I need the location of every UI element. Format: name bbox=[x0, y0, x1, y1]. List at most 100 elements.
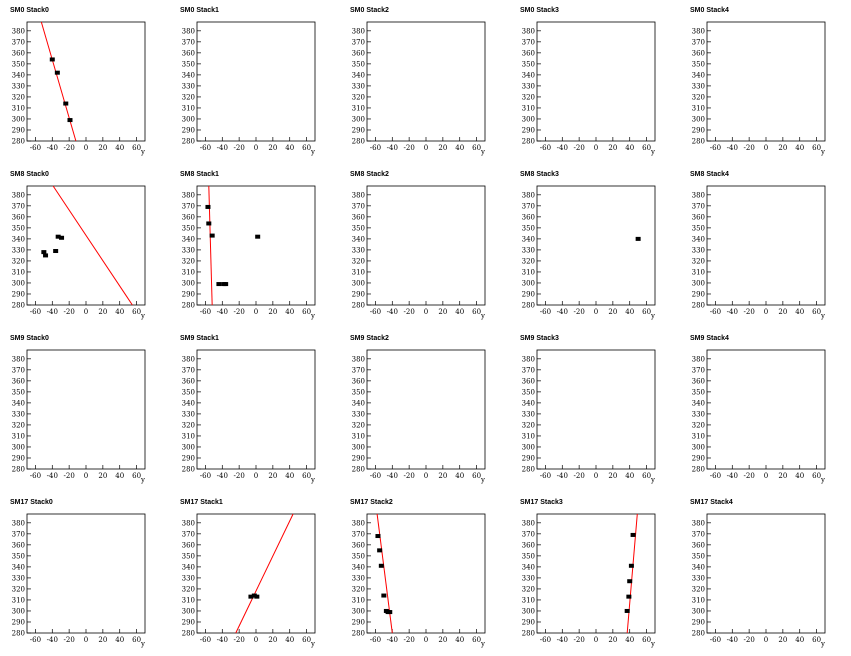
x-tick-label: -40 bbox=[387, 472, 398, 480]
x-tick-label: 20 bbox=[438, 636, 447, 644]
x-tick-label: -60 bbox=[370, 636, 381, 644]
x-tick-label: -40 bbox=[47, 472, 58, 480]
y-tick-label: 380 bbox=[182, 27, 195, 35]
x-tick-label: 40 bbox=[625, 144, 634, 152]
x-axis-label: y bbox=[650, 640, 655, 648]
y-tick-label: 360 bbox=[12, 49, 25, 57]
y-tick-label: 280 bbox=[352, 466, 365, 474]
panel-title: SM9 Stack1 bbox=[180, 335, 219, 342]
y-tick-label: 300 bbox=[522, 607, 535, 615]
hit-point bbox=[216, 282, 222, 287]
y-tick-label: 320 bbox=[522, 257, 535, 265]
fit-line bbox=[626, 513, 638, 634]
hit-point bbox=[206, 221, 212, 226]
frame bbox=[26, 185, 146, 306]
panel-title: SM17 Stack1 bbox=[180, 499, 223, 506]
panel-title: SM9 Stack4 bbox=[690, 335, 729, 342]
y-tick-label: 320 bbox=[522, 585, 535, 593]
x-tick-label: -60 bbox=[710, 308, 721, 316]
panel: SM9 Stack4 -60 -40 -20 0 20 40 60 280 290 300 310 32… bbox=[690, 335, 826, 484]
y-tick-label: 340 bbox=[12, 563, 25, 571]
y-tick-label: 280 bbox=[12, 466, 25, 474]
y-tick-label: 360 bbox=[522, 49, 535, 57]
y-tick-label: 340 bbox=[182, 71, 195, 79]
x-tick-label: 20 bbox=[778, 144, 787, 152]
x-tick-label: 0 bbox=[764, 636, 768, 644]
x-tick-label: -60 bbox=[710, 144, 721, 152]
x-tick-label: 60 bbox=[642, 308, 651, 316]
y-tick-label: 340 bbox=[692, 399, 705, 407]
panel: SM17 Stack2 -60 -40 -20 0 20 40 60 280 290 300 310 3… bbox=[350, 499, 486, 648]
x-tick-label: 0 bbox=[84, 636, 88, 644]
y-tick-label: 350 bbox=[12, 388, 25, 396]
y-tick-label: 280 bbox=[522, 466, 535, 474]
x-tick-label: 20 bbox=[778, 472, 787, 480]
x-tick-label: -60 bbox=[540, 636, 551, 644]
y-tick-label: 290 bbox=[352, 618, 365, 626]
y-tick-label: 310 bbox=[182, 432, 195, 440]
y-tick-label: 370 bbox=[352, 366, 365, 374]
y-tick-label: 380 bbox=[692, 519, 705, 527]
x-tick-label: 40 bbox=[115, 144, 124, 152]
y-tick-label: 310 bbox=[522, 268, 535, 276]
hit-point bbox=[59, 235, 65, 240]
y-tick-label: 340 bbox=[182, 399, 195, 407]
y-tick-label: 330 bbox=[692, 82, 705, 90]
y-tick-label: 350 bbox=[522, 224, 535, 232]
x-tick-label: 20 bbox=[608, 472, 617, 480]
x-tick-label: 40 bbox=[625, 308, 634, 316]
y-tick-label: 300 bbox=[352, 443, 365, 451]
x-axis-label: y bbox=[820, 312, 825, 320]
y-tick-label: 370 bbox=[352, 38, 365, 46]
y-tick-label: 290 bbox=[522, 618, 535, 626]
y-tick-label: 290 bbox=[12, 618, 25, 626]
x-tick-label: -20 bbox=[744, 144, 755, 152]
y-tick-label: 350 bbox=[522, 60, 535, 68]
x-tick-label: -20 bbox=[404, 636, 415, 644]
y-tick-label: 340 bbox=[692, 235, 705, 243]
hit-point bbox=[378, 563, 384, 568]
y-tick-label: 300 bbox=[522, 279, 535, 287]
panel: SM0 Stack4 -60 -40 -20 0 20 40 60 280 290 300 310 32… bbox=[690, 7, 826, 156]
x-axis-label: y bbox=[480, 148, 485, 156]
y-tick-label: 330 bbox=[12, 410, 25, 418]
y-tick-label: 300 bbox=[182, 279, 195, 287]
x-axis-label: y bbox=[480, 640, 485, 648]
x-axis-label: y bbox=[650, 476, 655, 484]
y-tick-label: 370 bbox=[352, 530, 365, 538]
hit-point bbox=[223, 282, 229, 287]
y-tick-label: 350 bbox=[182, 552, 195, 560]
panel: SM8 Stack4 -60 -40 -20 0 20 40 60 280 290 300 310 32… bbox=[690, 171, 826, 320]
y-tick-label: 280 bbox=[12, 138, 25, 146]
y-tick-label: 360 bbox=[692, 541, 705, 549]
hit-point bbox=[630, 532, 636, 537]
y-tick-label: 290 bbox=[352, 126, 365, 134]
hit-point bbox=[251, 593, 257, 598]
x-tick-label: -20 bbox=[64, 472, 75, 480]
panel-title: SM9 Stack0 bbox=[10, 335, 49, 342]
x-axis-label: y bbox=[480, 476, 485, 484]
x-tick-label: -20 bbox=[64, 636, 75, 644]
y-tick-label: 310 bbox=[182, 596, 195, 604]
x-tick-label: 0 bbox=[84, 144, 88, 152]
panel: SM0 Stack2 -60 -40 -20 0 20 40 60 280 290 300 310 32… bbox=[350, 7, 486, 156]
hit-point bbox=[41, 250, 47, 255]
x-tick-label: 20 bbox=[268, 144, 277, 152]
x-axis-label: y bbox=[310, 148, 315, 156]
x-tick-label: 40 bbox=[795, 144, 804, 152]
frame bbox=[536, 513, 656, 634]
y-tick-label: 310 bbox=[522, 104, 535, 112]
y-tick-label: 310 bbox=[352, 104, 365, 112]
y-tick-label: 300 bbox=[522, 443, 535, 451]
y-tick-label: 280 bbox=[182, 466, 195, 474]
x-tick-label: 0 bbox=[424, 472, 428, 480]
y-tick-label: 360 bbox=[692, 213, 705, 221]
y-tick-label: 350 bbox=[182, 60, 195, 68]
y-tick-label: 310 bbox=[692, 104, 705, 112]
x-tick-label: -40 bbox=[47, 308, 58, 316]
y-tick-label: 280 bbox=[522, 138, 535, 146]
y-tick-label: 290 bbox=[522, 454, 535, 462]
y-tick-label: 370 bbox=[522, 366, 535, 374]
frame bbox=[196, 513, 316, 634]
y-tick-label: 360 bbox=[182, 377, 195, 385]
